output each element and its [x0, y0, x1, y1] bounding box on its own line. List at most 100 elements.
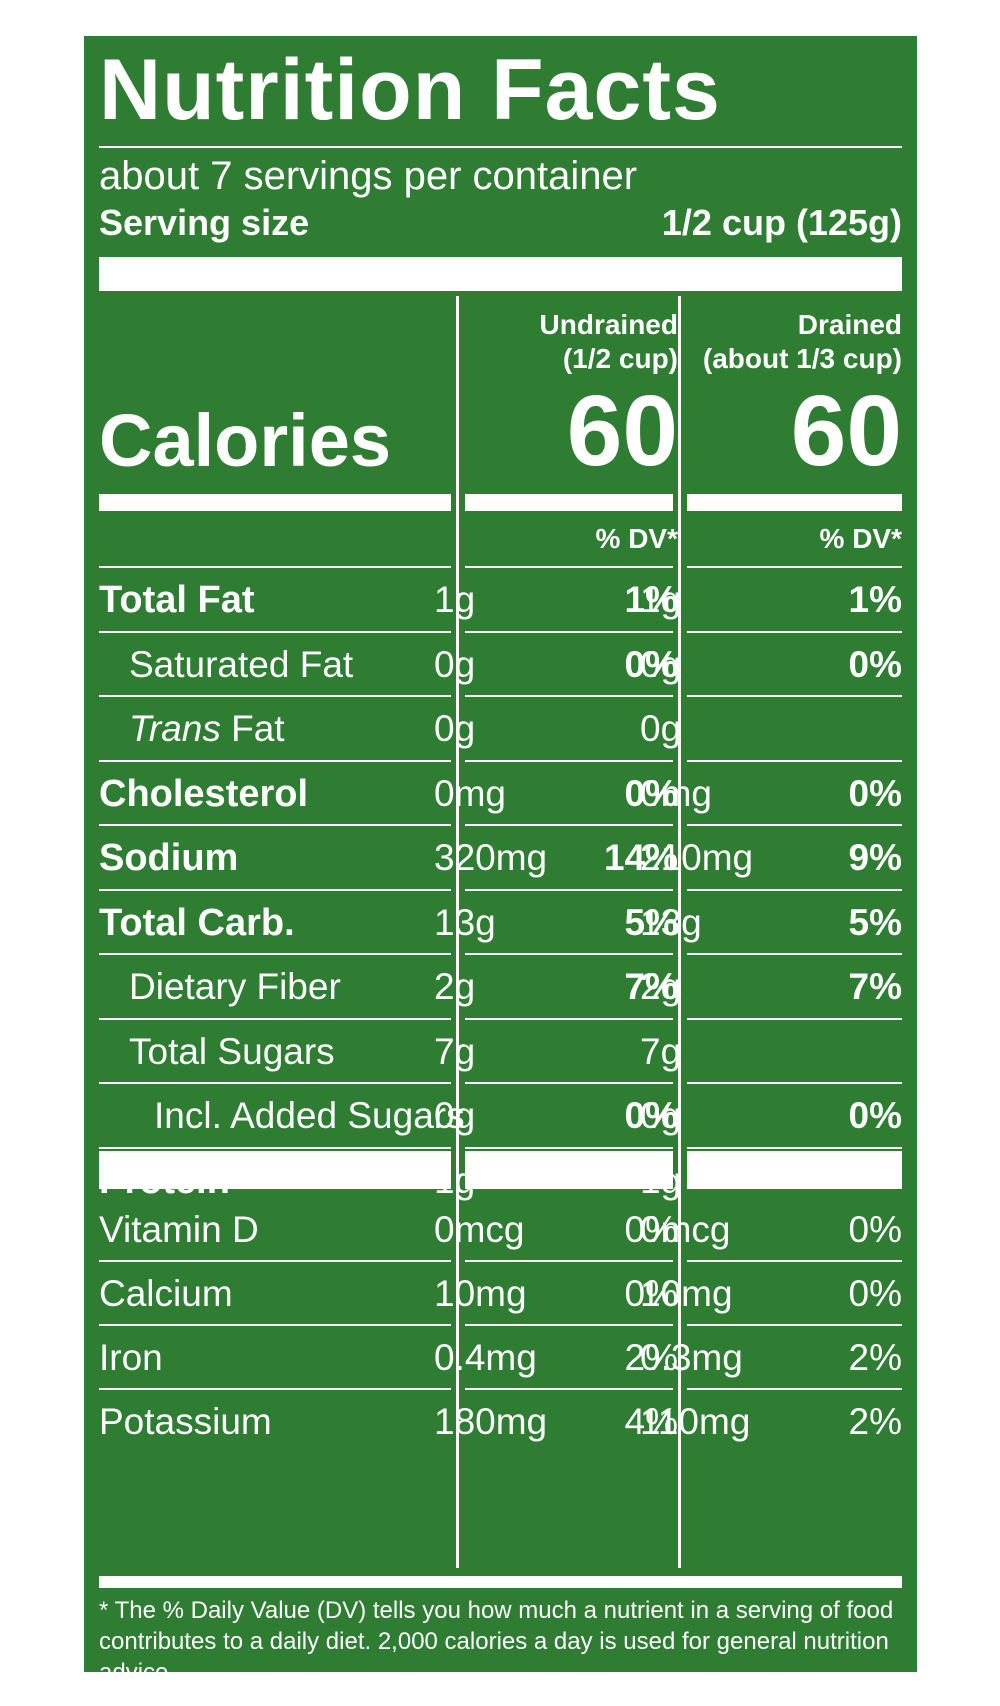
nutrient-row-rule	[465, 695, 673, 697]
vitamin-row-label: Potassium	[99, 1401, 272, 1442]
nutrient-row-label: Sodium	[99, 837, 239, 879]
nutrient-row-dv-col1: 14%	[603, 837, 678, 878]
vitamin-row-dv-col1: 4%	[624, 1401, 678, 1442]
nutrient-row-rule	[99, 631, 451, 633]
nutrient-row-label-italic: Trans	[129, 708, 221, 749]
nutrient-row-label-rest: Fat	[220, 708, 285, 749]
vitamin-row-rule	[99, 1324, 451, 1326]
nutrient-row-label: Total Fat	[99, 579, 255, 621]
nutrient-row-amount-col1: 0mg	[434, 773, 506, 814]
nutrient-row-label: Total Carb.	[99, 902, 295, 944]
nutrient-row-rule	[465, 824, 673, 826]
nutrient-row-dv-col2: 0%	[848, 773, 902, 814]
vitamin-row-dv-col2: 0%	[848, 1209, 902, 1250]
nutrient-row-dv-col1: 0%	[624, 773, 678, 814]
vitamin-row-label: Vitamin D	[99, 1209, 259, 1250]
nutrient-row-label: Trans Fat	[129, 706, 285, 752]
vitamin-row-rule	[687, 1388, 902, 1390]
nutrient-row-label: Total Sugars	[129, 1031, 335, 1072]
nutrient-row-rule	[687, 953, 902, 955]
vitamin-row-amount-col2: 10mg	[640, 1273, 733, 1314]
nutrient-row-rule	[465, 953, 673, 955]
title-rule	[99, 146, 902, 148]
column-2-dv-header: % DV*	[819, 523, 902, 554]
nutrient-row-rule	[687, 824, 902, 826]
nutrient-row-dv-col2: 7%	[848, 966, 902, 1007]
nutrient-row-rule	[99, 953, 451, 955]
nutrient-row-amount-col2: 13g	[640, 902, 702, 943]
vitamin-row-amount-col2: 0mcg	[640, 1209, 731, 1250]
vitamin-row-amount-col1: 10mg	[434, 1273, 527, 1314]
nutrient-row-amount-col1: 320mg	[434, 837, 548, 878]
nutrient-row-rule	[465, 566, 673, 568]
calories-label: Calories	[99, 399, 392, 482]
nutrient-row-dv-col1: 1%	[624, 579, 678, 620]
nutrient-row-rule	[687, 1082, 902, 1084]
nutrient-row-amount-col1: 0g	[434, 1095, 476, 1136]
nutrient-row-rule	[687, 631, 902, 633]
nutrient-row-rule	[99, 1147, 451, 1149]
column-divider-2	[678, 296, 681, 1568]
nutrient-row-rule	[99, 760, 451, 762]
nutrient-row-rule	[687, 695, 902, 697]
nutrient-row-rule	[687, 1018, 902, 1020]
nutrient-row-rule	[99, 566, 451, 568]
nutrient-row-amount-col2: 0mg	[640, 773, 712, 814]
nutrient-row-amount-col1: 0g	[434, 644, 476, 685]
vitamin-bar-mid	[465, 1151, 673, 1189]
vitamin-row-rule	[687, 1324, 902, 1326]
nutrient-row-amount-col1: 0g	[434, 708, 476, 749]
nutrient-row-dv-col1: 0%	[624, 644, 678, 685]
nutrient-row-rule	[687, 889, 902, 891]
nutrient-row-rule	[465, 631, 673, 633]
vitamin-row-dv-col1: 0%	[624, 1273, 678, 1314]
vitamin-row-rule	[465, 1388, 673, 1390]
vitamin-row-amount-col1: 0.4mg	[434, 1337, 537, 1378]
panel-title: Nutrition Facts	[99, 42, 721, 138]
vitamin-row-dv-col2: 2%	[848, 1401, 902, 1442]
vitamin-row-rule	[99, 1260, 451, 1262]
vitamin-row-rule	[465, 1324, 673, 1326]
nutrient-row-dv-col2: 0%	[848, 644, 902, 685]
servings-per-container: about 7 servings per container	[99, 154, 638, 198]
column-2-name: Drained	[797, 309, 902, 340]
column-2-calories: 60	[790, 375, 902, 487]
vitamin-row-amount-col1: 180mg	[434, 1401, 548, 1442]
nutrient-row-dv-col2: 1%	[848, 579, 902, 620]
nutrient-row-amount-col2: 2g	[640, 966, 682, 1007]
vitamin-row-rule	[465, 1260, 673, 1262]
nutrient-row-rule	[465, 889, 673, 891]
vitamin-row-dv-col2: 2%	[848, 1337, 902, 1378]
nutrient-row-amount-col2: 7g	[640, 1031, 682, 1072]
column-1-subname: (1/2 cup)	[562, 343, 678, 374]
vitamin-row-amount-col2: 110mg	[640, 1401, 751, 1442]
column-1-calories: 60	[566, 375, 678, 487]
vitamin-bar-left	[99, 1151, 451, 1189]
serving-size-label: Serving size	[99, 202, 310, 243]
calories-bar-left	[99, 494, 451, 511]
nutrient-row-rule	[465, 1147, 673, 1149]
nutrient-row-amount-col2: 210mg	[640, 837, 754, 878]
vitamin-row-rule	[99, 1388, 451, 1390]
vitamin-row-amount-col1: 0mcg	[434, 1209, 525, 1250]
vitamin-row-rule	[687, 1260, 902, 1262]
nutrient-row-amount-col1: 2g	[434, 966, 476, 1007]
column-1-dv-header: % DV*	[595, 523, 678, 554]
vitamin-row-dv-col1: 0%	[624, 1209, 678, 1250]
daily-value-footnote: * The % Daily Value (DV) tells you how m…	[99, 1597, 894, 1686]
nutrient-row-dv-col1: 7%	[624, 966, 678, 1007]
header-thick-bar	[99, 257, 902, 291]
nutrient-row-dv-col2: 9%	[848, 837, 902, 878]
vitamin-row-label: Iron	[99, 1337, 163, 1378]
nutrient-row-dv-col2: 5%	[848, 902, 902, 943]
vitamin-bar-right	[687, 1151, 902, 1189]
nutrient-row-rule	[465, 1018, 673, 1020]
calories-bar-mid	[465, 494, 673, 511]
column-divider-1	[456, 296, 459, 1568]
column-1-name: Undrained	[539, 309, 678, 340]
nutrition-facts-panel: Nutrition Facts about 7 servings per con…	[84, 36, 917, 1686]
nutrient-row-rule	[687, 1147, 902, 1149]
vitamin-row-dv-col1: 2%	[624, 1337, 678, 1378]
vitamin-row-dv-col2: 0%	[848, 1273, 902, 1314]
nutrient-row-rule	[99, 695, 451, 697]
